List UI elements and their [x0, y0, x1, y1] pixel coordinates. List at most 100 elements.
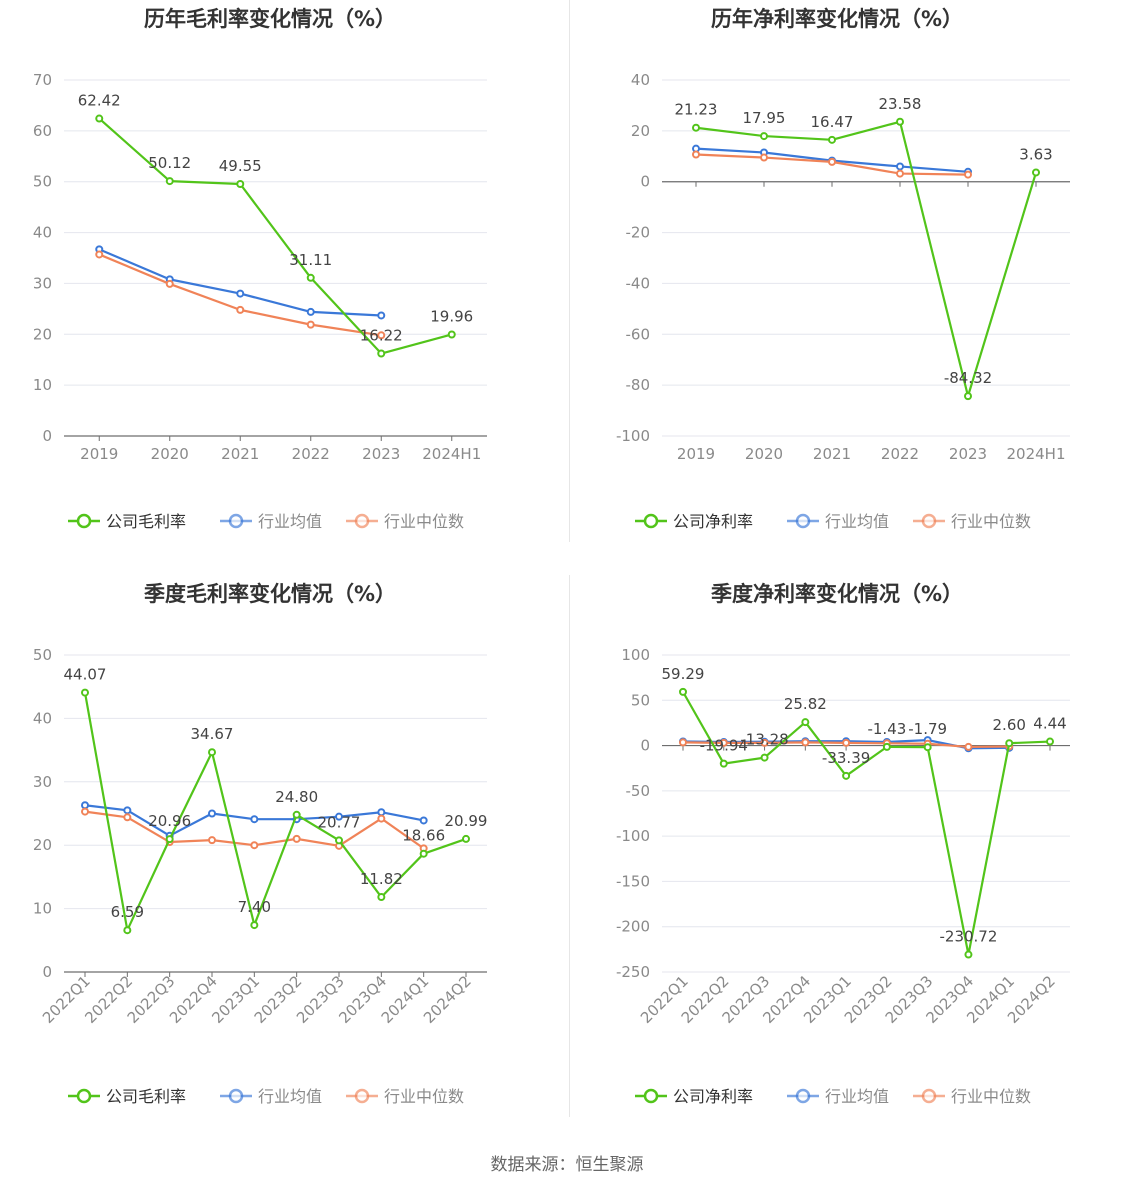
data-point[interactable]	[419, 816, 428, 825]
legend-item[interactable]: 行业中位数	[913, 1087, 1031, 1106]
legend-item[interactable]: 行业均值	[787, 512, 889, 531]
chart-panel-annual-net-margin: 历年净利率变化情况（%） -100 -80 -60 -40 -20 0 20 40 2019 202…	[567, 0, 1134, 575]
data-point[interactable]	[292, 834, 301, 843]
data-point[interactable]	[828, 157, 836, 166]
data-label: 25.82	[784, 695, 827, 713]
data-point[interactable]	[306, 307, 315, 316]
x-tick-label: 2019	[677, 445, 715, 463]
legend-marker	[354, 513, 370, 529]
data-point[interactable]	[123, 926, 132, 935]
data-point[interactable]	[896, 169, 904, 178]
legend-label: 行业均值	[258, 1087, 322, 1106]
data-point[interactable]	[306, 273, 315, 282]
data-point[interactable]	[377, 331, 386, 340]
data-point[interactable]	[692, 150, 700, 159]
data-point[interactable]	[377, 808, 386, 817]
data-point[interactable]	[335, 836, 343, 845]
data-point[interactable]	[842, 771, 851, 780]
data-point[interactable]	[760, 753, 769, 762]
chart-svg: 历年毛利率变化情况（%） 0 10 20 30 40 50 60 70 2019 2020 2021 2…	[33, 7, 487, 531]
data-point[interactable]	[1005, 739, 1014, 748]
legend-marker	[76, 513, 92, 529]
data-point[interactable]	[760, 132, 768, 141]
data-point[interactable]	[679, 738, 687, 747]
data-point[interactable]	[896, 162, 904, 171]
data-source-note: 数据来源：恒生聚源	[490, 1155, 644, 1175]
data-point[interactable]	[95, 250, 104, 259]
data-point[interactable]	[81, 807, 89, 816]
data-point[interactable]	[842, 738, 851, 747]
data-point[interactable]	[719, 738, 728, 747]
data-point[interactable]	[236, 305, 245, 314]
legend-item[interactable]: 行业中位数	[346, 512, 464, 531]
x-tick-label: 2020	[745, 445, 783, 463]
data-point[interactable]	[377, 311, 386, 320]
data-label: -230.72	[939, 928, 997, 946]
data-point[interactable]	[462, 834, 470, 843]
data-label: 21.23	[675, 101, 718, 119]
data-point[interactable]	[165, 835, 174, 844]
data-point[interactable]	[306, 320, 315, 329]
data-point[interactable]	[165, 177, 174, 186]
legend-marker	[795, 513, 811, 529]
legend-item[interactable]: 行业均值	[220, 512, 322, 531]
legend-marker	[76, 1088, 92, 1104]
data-point[interactable]	[208, 836, 216, 845]
x-tick-label: 2023	[362, 445, 400, 463]
data-point[interactable]	[250, 815, 259, 824]
legend-item[interactable]: 公司净利率	[635, 1087, 753, 1106]
data-point[interactable]	[208, 748, 216, 757]
data-point[interactable]	[1046, 737, 1054, 746]
legend-item[interactable]: 行业中位数	[913, 512, 1031, 531]
data-point[interactable]	[95, 114, 104, 123]
legend-item[interactable]: 公司毛利率	[68, 512, 186, 531]
data-point[interactable]	[250, 841, 259, 850]
data-point[interactable]	[801, 718, 810, 727]
panel-divider	[569, 0, 570, 542]
data-point[interactable]	[81, 688, 89, 697]
data-point[interactable]	[377, 349, 386, 358]
y-tick-label: 0	[42, 963, 52, 981]
data-point[interactable]	[123, 806, 132, 815]
data-point[interactable]	[377, 814, 386, 823]
data-point[interactable]	[923, 743, 932, 752]
data-point[interactable]	[250, 921, 259, 930]
y-tick-label: 10	[33, 376, 52, 394]
chart-svg: 季度净利率变化情况（%）-250-200-150-100-50050100202…	[616, 582, 1070, 1106]
data-point[interactable]	[882, 742, 891, 751]
data-point[interactable]	[760, 153, 768, 162]
data-point[interactable]	[236, 289, 245, 298]
data-point[interactable]	[760, 738, 769, 747]
legend-label: 行业中位数	[951, 512, 1031, 531]
data-point[interactable]	[447, 330, 456, 339]
legend-item[interactable]: 公司净利率	[635, 512, 753, 531]
data-point[interactable]	[719, 759, 728, 768]
data-label: 11.82	[360, 870, 403, 888]
legend-marker	[228, 513, 244, 529]
data-point[interactable]	[964, 950, 973, 959]
data-point[interactable]	[964, 392, 972, 401]
data-point[interactable]	[692, 123, 700, 132]
data-point[interactable]	[165, 279, 174, 288]
legend-item[interactable]: 行业均值	[220, 1087, 322, 1106]
data-point[interactable]	[419, 849, 428, 858]
data-point[interactable]	[236, 180, 245, 189]
data-point[interactable]	[801, 738, 810, 747]
chart-title: 季度净利率变化情况（%）	[711, 582, 963, 606]
data-point[interactable]	[81, 801, 89, 810]
data-point[interactable]	[964, 742, 973, 751]
legend-item[interactable]: 公司毛利率	[68, 1087, 186, 1106]
data-label: 6.59	[111, 903, 144, 921]
data-point[interactable]	[335, 812, 343, 821]
data-point[interactable]	[208, 809, 216, 818]
data-point[interactable]	[292, 810, 301, 819]
data-point[interactable]	[679, 687, 687, 696]
data-point[interactable]	[377, 893, 386, 902]
data-point[interactable]	[896, 117, 904, 126]
legend-item[interactable]: 行业均值	[787, 1087, 889, 1106]
legend-item[interactable]: 行业中位数	[346, 1087, 464, 1106]
data-point[interactable]	[1032, 168, 1040, 177]
data-point[interactable]	[123, 813, 132, 822]
data-point[interactable]	[828, 135, 836, 144]
data-point[interactable]	[964, 170, 972, 179]
